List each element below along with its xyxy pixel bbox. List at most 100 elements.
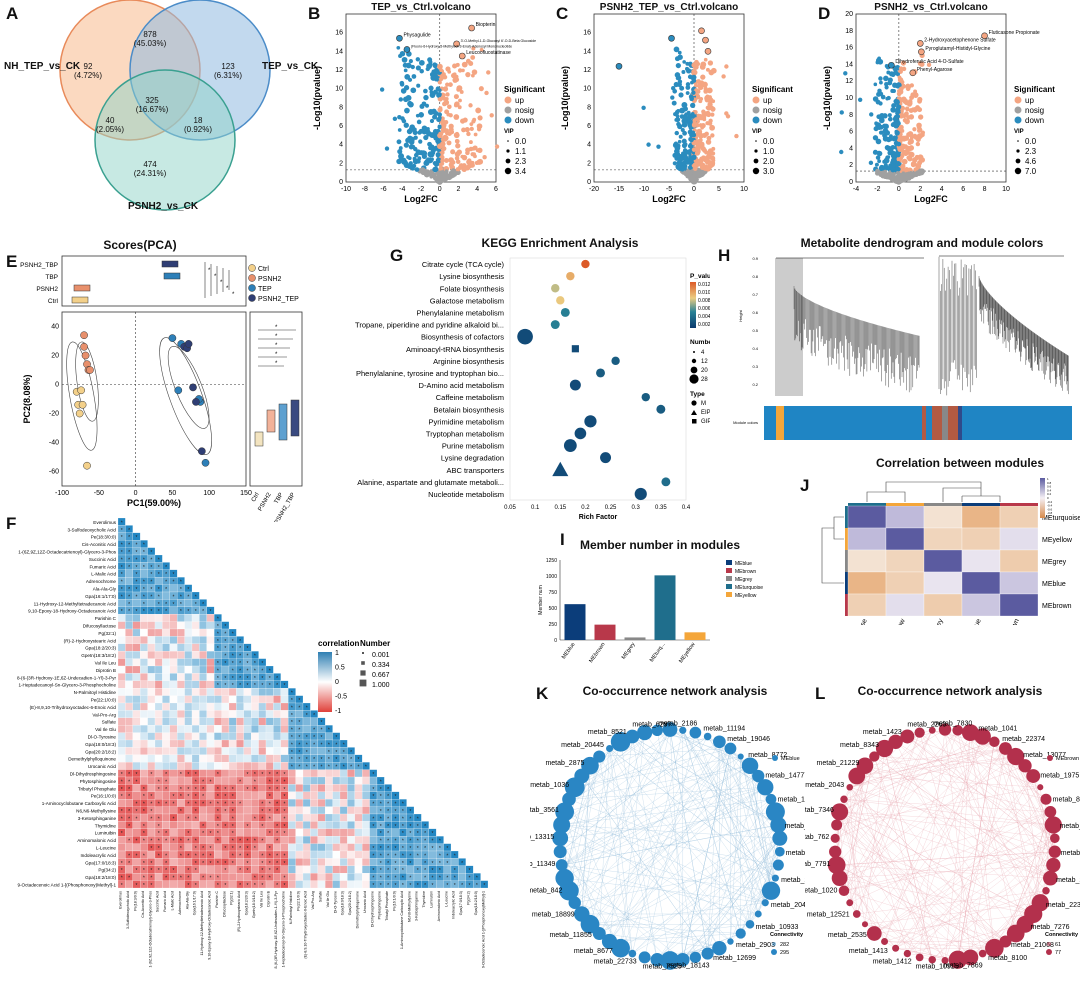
corr-cell bbox=[325, 806, 333, 815]
corr-star: * bbox=[239, 683, 241, 689]
corr-star: * bbox=[432, 831, 434, 837]
heatmap-cell bbox=[923, 527, 963, 551]
pathway-label: ABC transporters bbox=[446, 466, 504, 475]
metabolite-label: Pg(34:2) bbox=[98, 868, 116, 873]
volcano-point bbox=[904, 100, 910, 106]
network-edge bbox=[970, 732, 995, 949]
corr-cell bbox=[132, 873, 141, 881]
volcano-point bbox=[430, 133, 435, 138]
corr-cell bbox=[191, 673, 200, 681]
venn-count: 123 bbox=[221, 62, 235, 71]
corr-star: * bbox=[210, 779, 212, 785]
metabolite-label: Gpetn(18:3/18:2) bbox=[81, 653, 116, 658]
network-edge bbox=[895, 775, 1034, 949]
corr-cell bbox=[132, 747, 141, 755]
corr-star: * bbox=[269, 809, 271, 815]
corr-cell bbox=[154, 628, 163, 637]
metabolite-col-label: Gpa(18:2/18:0) bbox=[474, 891, 478, 915]
corr-star: * bbox=[232, 639, 234, 645]
metabolite-label: N6,N6-Methyllysine bbox=[76, 809, 116, 814]
corr-star: * bbox=[269, 772, 271, 778]
network-node bbox=[903, 949, 912, 958]
sig-star: * bbox=[208, 268, 211, 274]
corr-star: * bbox=[202, 609, 204, 615]
kegg-frame bbox=[509, 257, 687, 501]
network-edge bbox=[895, 948, 958, 960]
corr-cell bbox=[191, 732, 200, 741]
network-node bbox=[637, 725, 653, 741]
corr-star: * bbox=[150, 861, 152, 867]
corr-star: * bbox=[239, 639, 241, 645]
x-tick-label: 100 bbox=[203, 490, 215, 497]
network-edge bbox=[560, 748, 610, 852]
corr-star: * bbox=[387, 831, 389, 837]
corr-cell bbox=[177, 628, 185, 637]
volcano-point bbox=[442, 96, 447, 101]
corr-cell bbox=[302, 880, 311, 889]
corr-cell bbox=[177, 865, 185, 874]
volcano-point bbox=[895, 160, 902, 167]
corr-cell bbox=[169, 754, 178, 763]
network-edge bbox=[849, 741, 995, 788]
row-label: MEbrown bbox=[1042, 603, 1072, 610]
corr-star: * bbox=[187, 876, 189, 882]
corr-star: * bbox=[136, 868, 138, 874]
corr-cell bbox=[302, 799, 311, 807]
network-node bbox=[628, 949, 637, 958]
corr-cell bbox=[117, 762, 126, 770]
node-label: metab_8323 bbox=[1060, 823, 1080, 830]
corr-cell bbox=[206, 651, 215, 659]
network-edge bbox=[707, 748, 731, 954]
volcano-point bbox=[418, 59, 425, 66]
corr-cell bbox=[154, 762, 163, 770]
corr-star: * bbox=[269, 831, 271, 837]
metabolite-col-label: Pg(34:2) bbox=[467, 891, 471, 905]
heatmap-cell bbox=[999, 593, 1039, 617]
network-edge bbox=[560, 838, 766, 903]
volcano-point bbox=[898, 136, 902, 141]
node-label: metab_20445 bbox=[561, 742, 604, 749]
corr-cell bbox=[443, 865, 452, 874]
corr-cell bbox=[347, 806, 355, 815]
volcano-point bbox=[708, 118, 713, 123]
network-edge bbox=[970, 732, 1051, 879]
volcano-point bbox=[690, 112, 695, 116]
corr-cell bbox=[177, 702, 185, 711]
corr-star: * bbox=[143, 824, 145, 830]
network-plot: metab_2186metab_11194metab_19046metab_87… bbox=[530, 720, 805, 970]
corr-cell bbox=[362, 813, 370, 822]
corr-star: * bbox=[476, 883, 478, 889]
corr-star: * bbox=[180, 876, 182, 882]
volcano-point bbox=[437, 88, 442, 93]
metabolite-label: Adrenochrome bbox=[86, 579, 117, 584]
module-color-segment bbox=[942, 406, 948, 440]
corr-cell bbox=[243, 799, 252, 807]
corr-cell bbox=[132, 651, 141, 659]
metabolite-label: 9-Octadecenoic Acid 1-[(Phosphonoxy)Meth… bbox=[17, 883, 116, 888]
volcano-point bbox=[905, 145, 912, 152]
corr-star: * bbox=[247, 654, 249, 660]
network-node bbox=[774, 846, 785, 857]
corr-star: * bbox=[402, 883, 404, 889]
volcano-point bbox=[471, 69, 478, 75]
volcano-point bbox=[459, 90, 464, 94]
corr-cell bbox=[140, 680, 148, 689]
corr-cell bbox=[199, 880, 207, 889]
corr-cell bbox=[154, 873, 163, 881]
network-edge bbox=[749, 765, 772, 891]
corr-star: * bbox=[195, 809, 197, 815]
volcano-point bbox=[700, 61, 707, 68]
metabolite-col-label: Succinic Acid bbox=[156, 891, 160, 912]
corr-star: * bbox=[224, 883, 226, 889]
network-node bbox=[701, 947, 714, 960]
network-edge bbox=[932, 730, 1041, 903]
x-tick-label: -4 bbox=[853, 186, 859, 193]
col-label: MEgrey bbox=[928, 617, 945, 625]
network-node bbox=[574, 906, 590, 922]
corr-cell bbox=[228, 688, 237, 696]
corr-cell bbox=[147, 754, 156, 763]
heatmap-cell bbox=[961, 593, 1001, 617]
network-node bbox=[660, 951, 680, 970]
corr-star: * bbox=[128, 557, 130, 563]
